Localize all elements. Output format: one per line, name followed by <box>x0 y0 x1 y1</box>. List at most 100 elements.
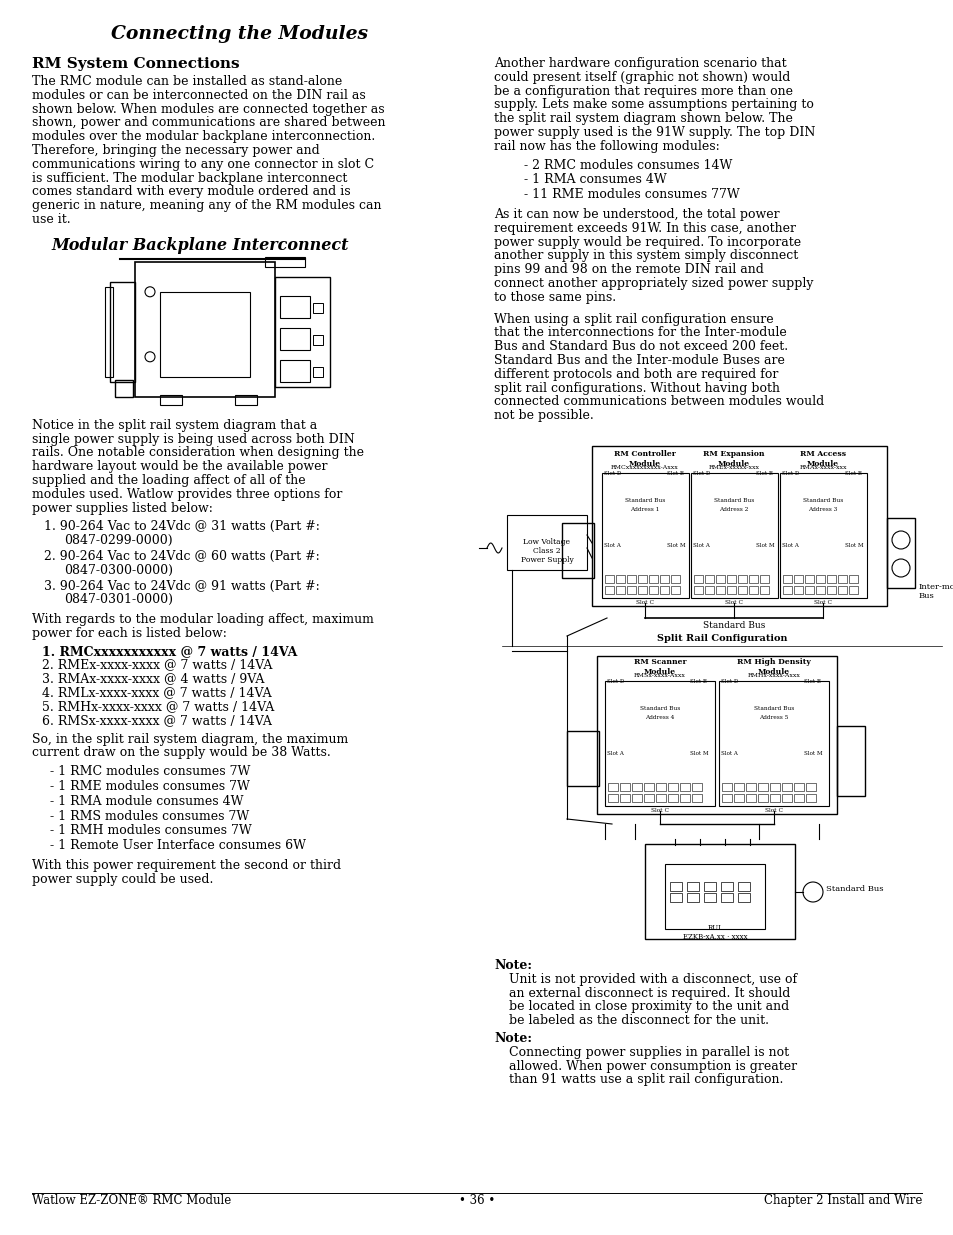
Text: With regards to the modular loading affect, maximum: With regards to the modular loading affe… <box>32 614 374 626</box>
Text: RMSx-xxxx-Axxx: RMSx-xxxx-Axxx <box>634 673 685 678</box>
Text: Slot A: Slot A <box>606 751 623 756</box>
Bar <box>815 585 824 594</box>
Text: allowed. When power consumption is greater: allowed. When power consumption is great… <box>509 1060 797 1073</box>
Text: pins 99 and 98 on the remote DIN rail and: pins 99 and 98 on the remote DIN rail an… <box>494 263 763 277</box>
Text: 1. RMCxxxxxxxxxxx @ 7 watts / 14VA: 1. RMCxxxxxxxxxxx @ 7 watts / 14VA <box>42 645 297 658</box>
Text: Standard Bus: Standard Bus <box>624 498 664 503</box>
Bar <box>644 844 794 939</box>
Text: is sufficient. The modular backplane interconnect: is sufficient. The modular backplane int… <box>32 172 347 184</box>
Bar <box>631 794 641 802</box>
Bar <box>670 585 679 594</box>
Text: Slot C: Slot C <box>813 600 831 605</box>
Text: than 91 watts use a split rail configuration.: than 91 watts use a split rail configura… <box>509 1073 782 1087</box>
Bar <box>667 783 678 790</box>
Text: shown, power and communications are shared between: shown, power and communications are shar… <box>32 116 385 130</box>
Bar <box>769 794 780 802</box>
Text: Slot C: Slot C <box>650 808 668 813</box>
Bar <box>274 277 330 387</box>
Text: an external disconnect is required. It should: an external disconnect is required. It s… <box>509 987 789 999</box>
Bar <box>616 576 624 583</box>
Text: Slot C: Slot C <box>764 808 782 813</box>
Text: supplied and the loading affect of all of the: supplied and the loading affect of all o… <box>32 474 305 487</box>
Bar <box>280 359 310 382</box>
Bar <box>607 783 618 790</box>
Text: be a configuration that requires more than one: be a configuration that requires more th… <box>494 85 792 98</box>
Bar <box>506 515 586 571</box>
Text: RUI
EZKB-xA.xx · xxxx: RUI EZKB-xA.xx · xxxx <box>682 924 746 941</box>
Bar <box>691 794 701 802</box>
Text: Module: Module <box>806 459 839 468</box>
Bar <box>643 783 654 790</box>
Bar <box>626 576 636 583</box>
Text: 3. RMAx-xxxx-xxxx @ 4 watts / 9VA: 3. RMAx-xxxx-xxxx @ 4 watts / 9VA <box>42 672 264 685</box>
Bar <box>607 794 618 802</box>
Bar <box>804 576 813 583</box>
Text: 2. 90-264 Vac to 24Vdc @ 60 watts (Part #:: 2. 90-264 Vac to 24Vdc @ 60 watts (Part … <box>44 550 319 563</box>
Bar <box>313 303 323 312</box>
Text: rails. One notable consideration when designing the: rails. One notable consideration when de… <box>32 446 364 459</box>
Text: power supply used is the 91W supply. The top DIN: power supply used is the 91W supply. The… <box>494 126 815 140</box>
Text: Slot D: Slot D <box>692 471 710 475</box>
Bar <box>738 893 749 902</box>
Text: Another hardware configuration scenario that: Another hardware configuration scenario … <box>494 57 786 70</box>
Bar <box>793 585 802 594</box>
Bar <box>280 296 310 317</box>
Bar <box>837 585 846 594</box>
Bar <box>760 585 768 594</box>
Bar <box>704 576 713 583</box>
Bar <box>793 783 803 790</box>
Bar <box>733 794 743 802</box>
Bar <box>826 576 835 583</box>
Bar <box>638 585 646 594</box>
Bar <box>703 893 716 902</box>
Bar <box>703 882 716 890</box>
Bar <box>265 257 305 267</box>
Text: not be possible.: not be possible. <box>494 409 593 422</box>
Text: 6. RMSx-xxxx-xxxx @ 7 watts / 14VA: 6. RMSx-xxxx-xxxx @ 7 watts / 14VA <box>42 714 272 727</box>
Text: the split rail system diagram shown below. The: the split rail system diagram shown belo… <box>494 112 792 125</box>
Bar <box>690 473 778 598</box>
Text: 3. 90-264 Vac to 24Vdc @ 91 watts (Part #:: 3. 90-264 Vac to 24Vdc @ 91 watts (Part … <box>44 579 319 593</box>
Text: With this power requirement the second or third: With this power requirement the second o… <box>32 860 341 872</box>
Text: Inter-module
Bus: Inter-module Bus <box>918 583 953 600</box>
Text: Slot D: Slot D <box>603 471 620 475</box>
Bar <box>720 893 732 902</box>
Bar <box>643 794 654 802</box>
Text: Slot M: Slot M <box>689 751 708 756</box>
Bar <box>793 576 802 583</box>
Text: split rail configurations. Without having both: split rail configurations. Without havin… <box>494 382 780 395</box>
Bar <box>160 395 182 405</box>
Text: - 1 RMA consumes 4W: - 1 RMA consumes 4W <box>523 173 666 186</box>
Text: Slot A: Slot A <box>603 543 620 548</box>
Text: Address 2: Address 2 <box>719 508 748 513</box>
Text: Slot D: Slot D <box>606 679 623 684</box>
Text: Unit is not provided with a disconnect, use of: Unit is not provided with a disconnect, … <box>509 973 797 986</box>
Text: - 1 RMA module consumes 4W: - 1 RMA module consumes 4W <box>50 795 243 808</box>
Text: Slot B: Slot B <box>844 471 862 475</box>
Bar <box>848 576 857 583</box>
Text: different protocols and both are required for: different protocols and both are require… <box>494 368 778 380</box>
Text: 2. RMEx-xxxx-xxxx @ 7 watts / 14VA: 2. RMEx-xxxx-xxxx @ 7 watts / 14VA <box>42 658 273 672</box>
Bar <box>667 794 678 802</box>
Text: Note:: Note: <box>494 960 532 972</box>
Text: Notice in the split rail system diagram that a: Notice in the split rail system diagram … <box>32 419 317 432</box>
Text: - 1 Remote User Interface consumes 6W: - 1 Remote User Interface consumes 6W <box>50 840 306 852</box>
Text: modules over the modular backplane interconnection.: modules over the modular backplane inter… <box>32 130 375 143</box>
Text: RM High Density: RM High Density <box>737 658 810 666</box>
Bar <box>601 473 688 598</box>
Bar <box>793 794 803 802</box>
Text: RM Controller: RM Controller <box>614 450 676 458</box>
Text: another supply in this system simply disconnect: another supply in this system simply dis… <box>494 249 798 262</box>
Text: could present itself (graphic not shown) would: could present itself (graphic not shown)… <box>494 70 789 84</box>
Text: Bus and Standard Bus do not exceed 200 feet.: Bus and Standard Bus do not exceed 200 f… <box>494 340 787 353</box>
Text: supply. Lets make some assumptions pertaining to: supply. Lets make some assumptions perta… <box>494 99 813 111</box>
Bar <box>758 783 767 790</box>
Bar <box>679 783 689 790</box>
Bar <box>592 446 886 606</box>
Bar <box>656 783 665 790</box>
Text: Slot M: Slot M <box>755 543 774 548</box>
Bar <box>280 327 310 350</box>
Text: So, in the split rail system diagram, the maximum: So, in the split rail system diagram, th… <box>32 732 348 746</box>
Bar <box>738 882 749 890</box>
Bar <box>686 882 699 890</box>
